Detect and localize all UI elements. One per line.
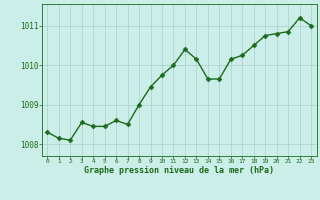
X-axis label: Graphe pression niveau de la mer (hPa): Graphe pression niveau de la mer (hPa) [84,166,274,175]
